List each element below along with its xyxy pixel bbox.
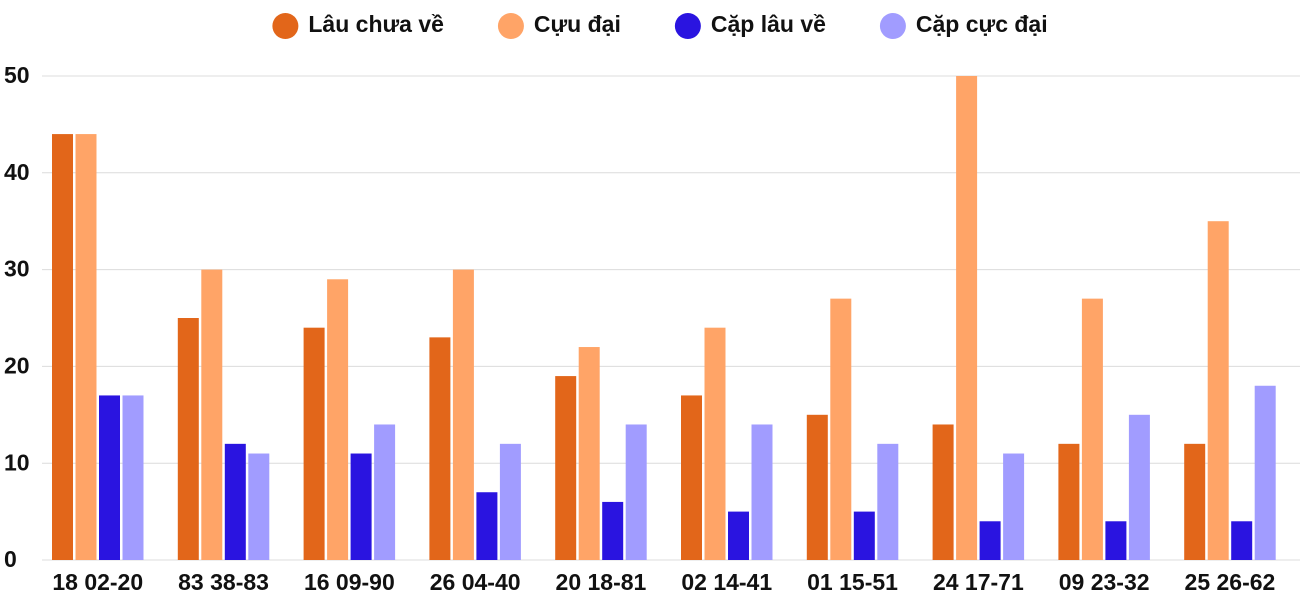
bar (248, 453, 270, 560)
bar (751, 424, 773, 560)
y-tick-label: 0 (4, 546, 17, 572)
bar (806, 414, 828, 560)
legend-label: Cặp cực đại (916, 11, 1048, 37)
x-tick-label: 24 17-71 (933, 569, 1024, 595)
legend-marker (674, 13, 701, 39)
bar (1003, 453, 1025, 560)
bar (979, 521, 1001, 560)
legend-marker (879, 13, 906, 39)
bar (52, 134, 73, 560)
bar (177, 318, 199, 560)
bar (99, 395, 120, 560)
x-tick-label: 26 04-40 (430, 569, 521, 595)
bar (555, 376, 577, 560)
x-tick-label: 20 18-81 (556, 569, 647, 595)
y-tick-label: 30 (4, 256, 30, 282)
bar (728, 511, 749, 560)
legend-label: Cựu đại (534, 11, 621, 37)
bar (429, 337, 451, 560)
x-tick-label: 25 26-62 (1185, 569, 1276, 595)
legend-label: Lâu chưa về (308, 11, 444, 37)
x-tick-label: 02 14-41 (681, 569, 772, 595)
bar (681, 395, 702, 560)
bar (499, 443, 521, 560)
bar (476, 492, 498, 560)
y-tick-label: 40 (4, 159, 30, 185)
bar (122, 395, 144, 560)
bar (704, 327, 726, 560)
bar (1105, 521, 1127, 560)
legend-label: Cặp lâu về (711, 11, 826, 37)
bar (303, 327, 325, 560)
bar (578, 347, 600, 560)
bar (625, 424, 647, 560)
x-tick-label: 83 38-83 (178, 569, 269, 595)
legend-marker (272, 13, 299, 39)
bar (1128, 414, 1150, 560)
x-tick-label: 01 15-51 (807, 569, 898, 595)
bar (1184, 443, 1206, 560)
bar (1058, 443, 1080, 560)
bar (1207, 221, 1229, 560)
y-tick-label: 10 (4, 449, 30, 475)
bar (327, 279, 349, 560)
bar (75, 134, 97, 560)
bar (1231, 521, 1253, 560)
y-tick-label: 20 (4, 352, 30, 378)
y-tick-label: 50 (4, 62, 30, 88)
bar (350, 453, 372, 560)
bar (201, 269, 223, 560)
bar (853, 511, 875, 560)
x-tick-label: 09 23-32 (1059, 569, 1150, 595)
x-tick-label: 18 02-20 (52, 569, 143, 595)
bar (224, 443, 246, 560)
bar (452, 269, 474, 560)
bar (830, 298, 852, 560)
bar (1081, 298, 1103, 560)
bar (932, 424, 954, 560)
bar (877, 443, 899, 560)
legend-marker (497, 13, 524, 39)
bar (1254, 385, 1276, 560)
x-tick-label: 16 09-90 (304, 569, 395, 595)
bar (956, 76, 978, 560)
bar (602, 501, 624, 560)
bar (374, 424, 396, 560)
